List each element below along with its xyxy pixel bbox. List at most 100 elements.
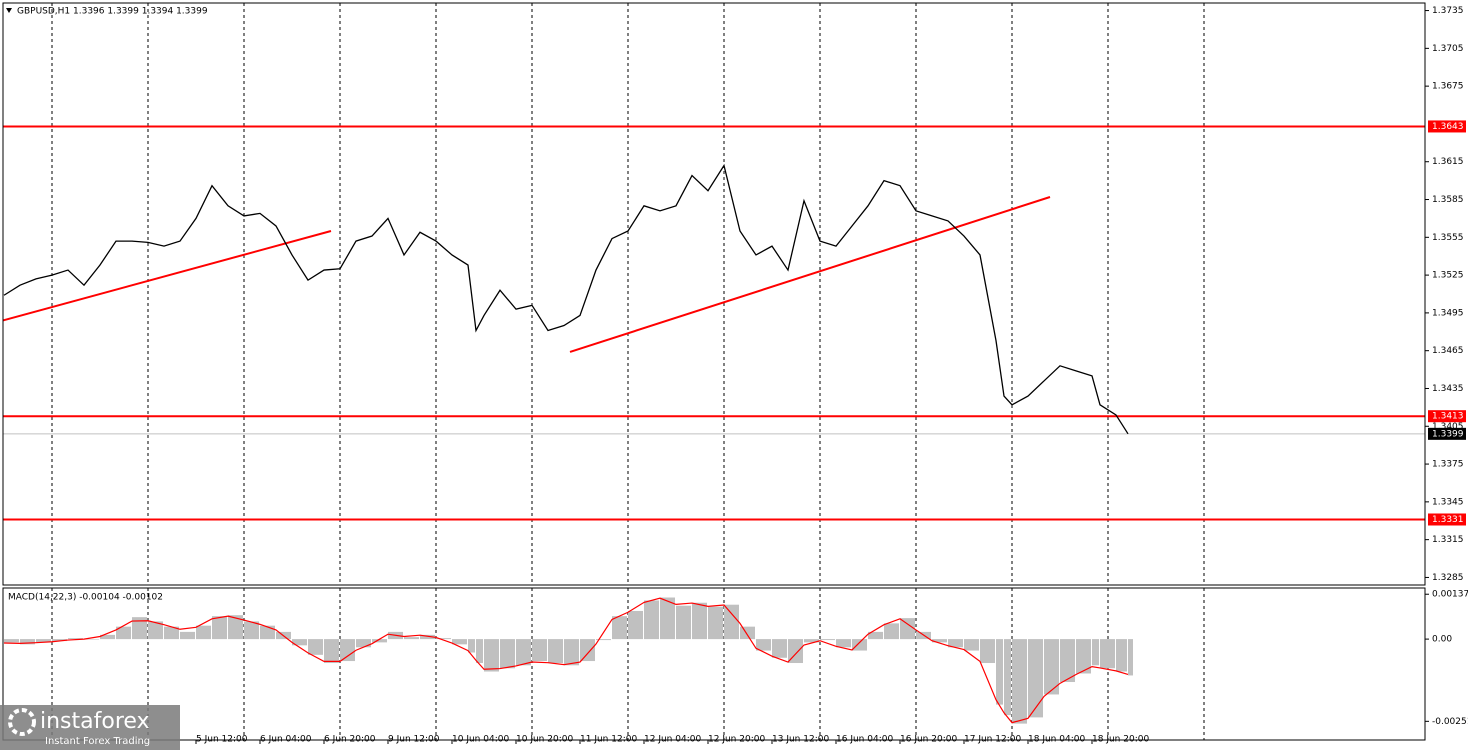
histogram-bar <box>1092 639 1099 666</box>
y-tick-label: 1.3315 <box>1432 535 1464 545</box>
histogram-bar <box>244 621 259 640</box>
histogram-bar <box>452 639 467 645</box>
histogram-bar <box>532 639 547 662</box>
trend-line <box>569 196 1051 353</box>
histogram-bar <box>468 639 475 653</box>
histogram-bar <box>900 618 915 640</box>
x-tick-label: 12 Jun 20:00 <box>708 735 765 745</box>
y-tick-label: 1.3735 <box>1432 6 1464 16</box>
histogram-bar <box>692 602 707 640</box>
y-tick-label: 1.3675 <box>1432 82 1464 92</box>
y-tick-label: -0.00251 <box>1432 717 1468 727</box>
histogram-bar <box>596 639 611 641</box>
logo-tagline: Instant Forex Trading <box>45 736 150 747</box>
y-tick-label: 1.3705 <box>1432 44 1464 54</box>
y-tick-label: 1.3285 <box>1432 573 1464 583</box>
histogram-bar <box>788 639 803 664</box>
macd-frame <box>2 587 1426 741</box>
y-tick-label: 1.3345 <box>1432 497 1464 507</box>
y-tick-label: 1.3375 <box>1432 460 1464 470</box>
histogram-bar <box>308 639 323 655</box>
histogram-bar <box>1004 639 1011 716</box>
histogram-bar <box>372 639 387 643</box>
histogram-bar <box>36 639 51 643</box>
histogram-bar <box>148 621 163 640</box>
level-label-box <box>1428 120 1466 133</box>
price-frame <box>2 2 1426 586</box>
histogram-bar <box>52 639 67 642</box>
histogram-bar <box>804 639 819 643</box>
histogram-bar <box>500 639 515 669</box>
x-tick-label: 5 Jun 12:00 <box>196 735 248 745</box>
histogram-bar <box>100 634 115 640</box>
histogram-bar <box>324 639 339 664</box>
histogram-bar <box>868 631 883 640</box>
level-label: 1.3413 <box>1432 412 1464 422</box>
y-tick-label: 1.3495 <box>1432 308 1464 318</box>
histogram-bar <box>132 617 147 640</box>
histogram-bar <box>196 625 211 640</box>
histogram-bar <box>68 638 83 640</box>
menu-arrow <box>6 8 12 13</box>
histogram-bar <box>836 639 851 648</box>
last-price-label: 1.3399 <box>1432 429 1464 439</box>
price-title: GBPUSD,H1 1.3396 1.3399 1.3394 1.3399 <box>17 7 208 17</box>
histogram-bar <box>228 615 243 640</box>
histogram-bar <box>164 626 179 640</box>
y-tick-label: 1.3405 <box>1432 422 1464 432</box>
histogram-bar <box>612 616 627 640</box>
logo-icon <box>8 708 36 736</box>
histogram-bar <box>1128 639 1133 676</box>
histogram-bar <box>20 639 35 645</box>
histogram-bar <box>292 639 307 646</box>
macd-title: MACD(14,22,3) -0.00104 -0.00102 <box>8 593 163 603</box>
x-tick-label: 10 Jun 20:00 <box>516 735 573 745</box>
last-price-box <box>1428 427 1466 440</box>
histogram-bar <box>340 639 355 662</box>
histogram-bar <box>356 639 371 648</box>
histogram-bar <box>484 639 499 672</box>
histogram-bar <box>628 610 643 640</box>
histogram-bar <box>676 605 691 640</box>
histogram-bar <box>1012 639 1027 724</box>
histogram-bar <box>884 623 899 640</box>
x-tick-label: 17 Jun 12:00 <box>964 735 1021 745</box>
y-tick-label: 1.3615 <box>1432 157 1464 167</box>
histogram-bar <box>772 639 787 658</box>
histogram-bar <box>964 639 979 651</box>
histogram-bar <box>740 626 755 640</box>
histogram-bar <box>980 639 995 664</box>
level-label-box <box>1428 513 1466 526</box>
histogram-bar <box>932 639 947 643</box>
histogram-bar <box>660 597 675 640</box>
y-tick-label: 1.3525 <box>1432 271 1464 281</box>
histogram-bar <box>436 638 451 640</box>
histogram-bar <box>1060 639 1075 683</box>
trend-line <box>2 230 332 322</box>
level-label: 1.3643 <box>1432 122 1464 132</box>
y-tick-label: 1.3465 <box>1432 346 1464 356</box>
plot-layer <box>2 3 1425 740</box>
level-label-box <box>1428 410 1466 423</box>
histogram-bar <box>580 639 595 662</box>
histogram-bar <box>708 606 723 640</box>
histogram-bar <box>1028 639 1043 718</box>
histogram-bar <box>564 639 579 666</box>
histogram-bar <box>852 639 867 651</box>
x-tick-label: 16 Jun 04:00 <box>836 735 893 745</box>
histogram-bar <box>4 639 19 643</box>
x-tick-label: 10 Jun 04:00 <box>452 735 509 745</box>
histogram-bar <box>260 625 275 640</box>
histogram-bar <box>1076 639 1091 674</box>
histogram-bar <box>996 639 1003 705</box>
histogram-bar <box>548 639 563 664</box>
level-label: 1.3331 <box>1432 515 1464 525</box>
histogram-bar <box>820 639 835 641</box>
histogram-bar <box>644 600 659 640</box>
histogram-bar <box>724 604 739 640</box>
histogram-bar <box>1116 639 1127 672</box>
x-tick-label: 6 Jun 04:00 <box>260 735 312 745</box>
x-tick-label: 6 Jun 20:00 <box>324 735 376 745</box>
y-tick-label: 1.3555 <box>1432 233 1464 243</box>
